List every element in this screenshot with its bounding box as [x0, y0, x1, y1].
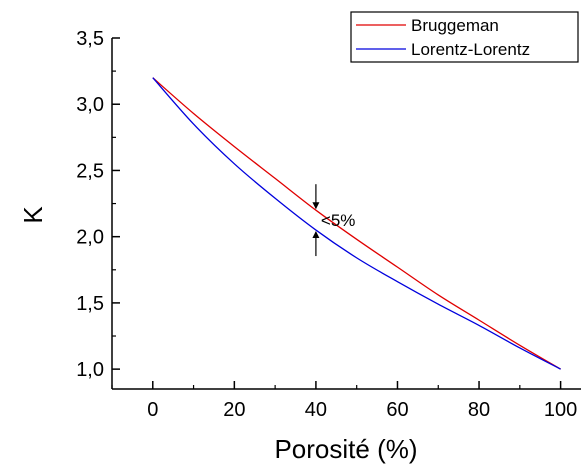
- annotation-label: <5%: [321, 211, 356, 230]
- legend-box: [350, 11, 579, 63]
- annotation-arrowhead-up: [312, 231, 320, 239]
- x-tick-label: 80: [468, 399, 490, 421]
- axes: [111, 38, 581, 390]
- legend: Bruggeman Lorentz-Lorentz: [350, 11, 579, 63]
- y-tick-label: 1,0: [76, 359, 104, 381]
- x-tick-label: 20: [223, 399, 245, 421]
- legend-label-0: Bruggeman: [411, 16, 499, 35]
- y-tick-label: 3,5: [76, 28, 104, 50]
- annotation-layer: <5%: [312, 184, 356, 257]
- x-axis-title: Porosité (%): [274, 434, 417, 464]
- ticks: 0 20 40 60 80 100 1,0 1,5 2,0 2,5 3,0 3,5: [76, 28, 577, 421]
- x-tick-label: 100: [544, 399, 577, 421]
- y-axis-title: K: [18, 206, 48, 224]
- y-tick-label: 2,5: [76, 160, 104, 182]
- annotation-arrowhead-down: [312, 202, 320, 210]
- x-tick-label: 0: [147, 399, 158, 421]
- series-line-0: [152, 77, 561, 370]
- x-tick-label: 60: [386, 399, 408, 421]
- series-line-1: [152, 77, 561, 370]
- y-tick-label: 1,5: [76, 293, 104, 315]
- legend-label-1: Lorentz-Lorentz: [411, 40, 530, 59]
- y-tick-label: 2,0: [76, 227, 104, 249]
- y-tick-label: 3,0: [76, 94, 104, 116]
- x-tick-label: 40: [305, 399, 327, 421]
- plot-lines: [152, 77, 561, 370]
